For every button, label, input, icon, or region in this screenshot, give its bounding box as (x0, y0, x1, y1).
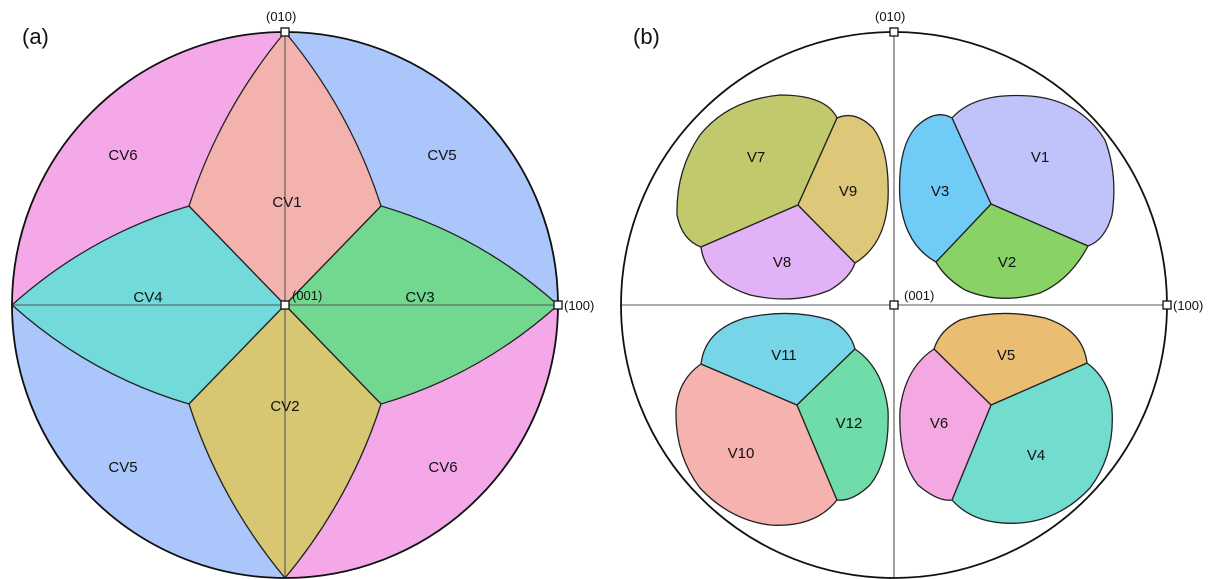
region-v12 (796, 348, 889, 501)
pole-label-001-a: (001) (292, 288, 322, 303)
label-v5: V5 (997, 347, 1015, 364)
pole-label-100-a: (100) (564, 298, 594, 313)
panel-label-a: (a) (22, 24, 49, 49)
label-v12: V12 (836, 415, 863, 432)
label-v2: V2 (998, 254, 1016, 271)
pole-label-100-b: (100) (1173, 298, 1203, 313)
label-cv3: CV3 (405, 289, 434, 306)
region-v6 (899, 348, 992, 501)
panel-a: (010) (001) (100) CV1 CV2 CV3 CV4 CV5 CV… (11, 9, 594, 579)
pole-marker-100-a (553, 300, 563, 310)
label-cv5-top-right: CV5 (427, 147, 456, 164)
label-v11: V11 (771, 347, 797, 364)
region-v5 (933, 312, 1088, 406)
pole-marker-001-b (889, 300, 899, 310)
region-v11 (700, 312, 856, 406)
label-cv6-bottom-right: CV6 (428, 459, 457, 476)
pole-marker-001-a (280, 300, 290, 310)
region-v8 (700, 204, 856, 300)
region-v9 (797, 114, 889, 264)
label-v7: V7 (747, 149, 765, 166)
label-cv6-top-left: CV6 (108, 147, 137, 164)
panel-b: (010) (001) (100) V1 V2 V3 V4 V5 V6 V7 V… (620, 9, 1203, 579)
region-v1 (951, 94, 1115, 247)
region-v3 (898, 114, 992, 263)
region-v2 (935, 203, 1089, 299)
pole-label-001-b: (001) (904, 288, 934, 303)
region-v4 (951, 362, 1113, 524)
pole-marker-010-b (889, 27, 899, 37)
label-v6: V6 (930, 415, 948, 432)
label-v4: V4 (1027, 447, 1045, 464)
pole-marker-100-b (1162, 300, 1172, 310)
label-cv5-bottom-left: CV5 (108, 459, 137, 476)
label-v9: V9 (839, 183, 857, 200)
label-v10: V10 (728, 445, 755, 462)
label-cv2: CV2 (270, 398, 299, 415)
region-v7 (676, 94, 838, 248)
label-v8: V8 (773, 254, 791, 271)
panel-label-b: (b) (633, 24, 660, 49)
pole-label-010-a: (010) (266, 9, 296, 24)
label-cv1: CV1 (272, 194, 301, 211)
pole-label-010-b: (010) (875, 9, 905, 24)
pole-marker-010-a (280, 27, 290, 37)
label-cv4: CV4 (133, 289, 162, 306)
region-v10 (675, 363, 838, 526)
label-v3: V3 (931, 183, 949, 200)
label-v1: V1 (1031, 149, 1049, 166)
